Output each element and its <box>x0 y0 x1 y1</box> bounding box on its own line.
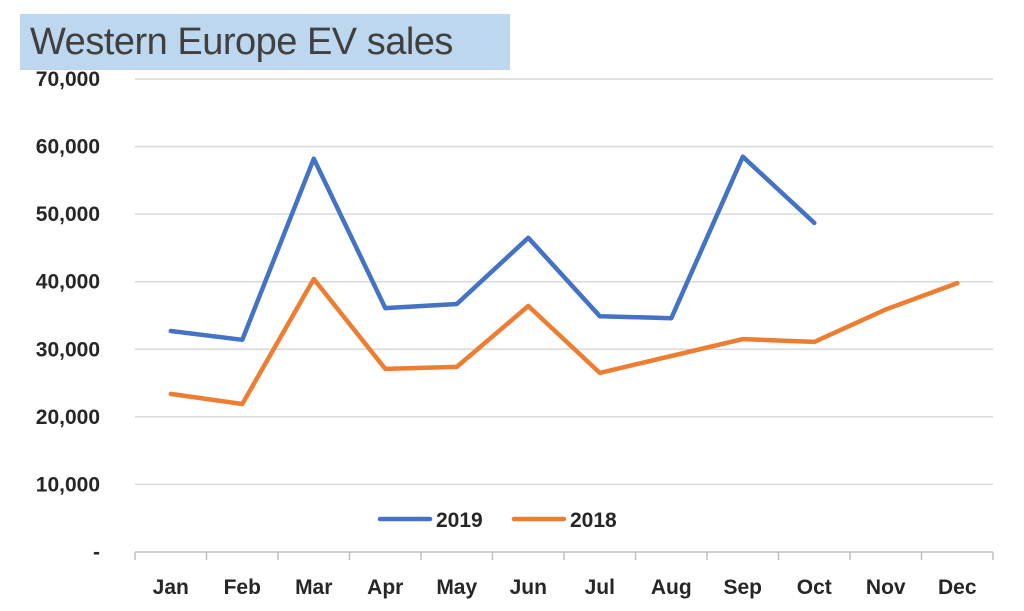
series-line-2018 <box>168 276 960 407</box>
y-tick-label: 50,000 <box>36 203 100 226</box>
x-tick-label: Aug <box>651 576 692 599</box>
y-tick-label: 30,000 <box>36 338 100 361</box>
chart-title-background <box>20 14 510 70</box>
y-tick-label: 70,000 <box>36 68 100 91</box>
chart-title: Western Europe EV sales <box>30 21 453 63</box>
y-tick-label: 40,000 <box>36 271 100 294</box>
legend-label-2019: 2019 <box>436 509 483 532</box>
x-tick-label: Oct <box>797 576 832 599</box>
y-tick-label: 20,000 <box>36 406 100 429</box>
x-tick-label: Sep <box>723 576 762 599</box>
y-tick-label: 10,000 <box>36 473 100 496</box>
x-tick-label: Nov <box>866 576 906 599</box>
x-axis <box>134 551 994 560</box>
gridlines <box>135 78 993 486</box>
x-tick-label: Mar <box>295 576 332 599</box>
y-axis-ticks: - 10,000 20,000 30,000 40,000 50,000 60,000 70,… <box>36 68 100 564</box>
y-tick-label: 60,000 <box>36 136 100 159</box>
legend: 2019 2018 <box>377 509 617 532</box>
y-tick-label: - <box>93 541 100 564</box>
series-line-2019 <box>168 154 817 343</box>
x-axis-ticks: Jan Feb Mar Apr May Jun Jul Aug Sep Oct Nov Dec <box>153 576 977 599</box>
x-tick-label: Jan <box>153 576 189 599</box>
series-lines <box>168 154 960 407</box>
legend-label-2018: 2018 <box>570 509 617 532</box>
x-tick-label: Feb <box>224 576 261 599</box>
x-tick-label: Apr <box>367 576 403 599</box>
x-tick-label: May <box>436 576 477 599</box>
x-tick-label: Jun <box>510 576 547 599</box>
x-tick-label: Jul <box>585 576 615 599</box>
x-tick-label: Dec <box>938 576 977 599</box>
